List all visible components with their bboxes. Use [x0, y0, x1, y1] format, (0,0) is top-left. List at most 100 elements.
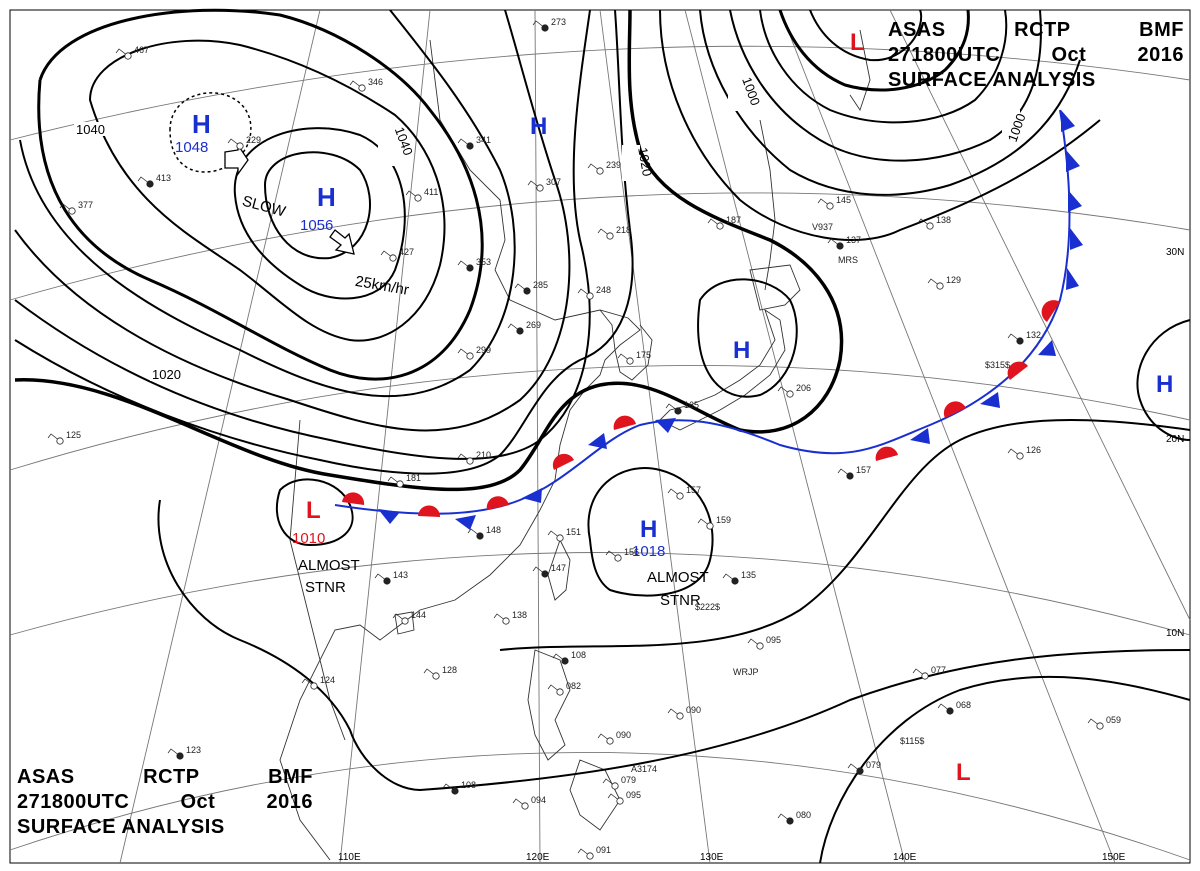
wind-barb-icon — [532, 20, 546, 29]
wind-barb-icon — [847, 763, 861, 772]
high-pressure-letter: H — [530, 113, 547, 140]
title-month: Oct — [1051, 44, 1087, 66]
station-code-label: A3174 — [631, 764, 657, 774]
station-code-label: MRS — [838, 255, 858, 265]
warm-bump — [418, 505, 441, 517]
wind-barb-icon — [667, 488, 681, 497]
warm-bump — [613, 415, 636, 430]
station-plot: 427 — [380, 247, 414, 262]
lon-label: 140E — [893, 852, 917, 863]
station-pressure-value: 138 — [936, 215, 951, 225]
station-circle-icon — [606, 232, 614, 240]
lat-line-40n — [9, 45, 1191, 141]
station-plot: 239 — [587, 160, 621, 175]
isobar-1052 — [263, 151, 371, 260]
wind-barb-icon — [59, 203, 73, 212]
station-pressure-value: 307 — [546, 177, 561, 187]
station-pressure-value: 143 — [393, 570, 408, 580]
station-plot: 285 — [514, 280, 548, 295]
wind-barb-icon — [532, 566, 546, 575]
wind-barb-icon — [597, 228, 611, 237]
station-circle-icon — [706, 522, 714, 530]
lat-line-30n — [9, 192, 1191, 301]
lat-line-20n — [9, 365, 1191, 471]
wind-barb-icon — [467, 528, 481, 537]
station-circle-icon — [614, 554, 622, 562]
station-code-label: WRJP — [733, 667, 759, 677]
graticule-labels: 30N 20N 10N 110E 120E 130E 140E 150E — [338, 247, 1184, 863]
wind-barb-icon — [937, 703, 951, 712]
isobar-1012-b — [819, 675, 1191, 864]
station-plot: 079 — [847, 760, 881, 775]
station-plot: 138 — [493, 610, 527, 625]
wind-barb-icon — [597, 733, 611, 742]
isobar-1012-east — [729, 9, 1042, 162]
wind-barb-icon — [917, 218, 931, 227]
station-pressure-value: 068 — [956, 700, 971, 710]
title-code: BMF — [1139, 19, 1184, 41]
station-pressure-value: 353 — [476, 257, 491, 267]
coastlines — [279, 29, 871, 861]
low-pressure-value: 1010 — [292, 530, 325, 547]
station-pressure-value: 095 — [766, 635, 781, 645]
wind-barb-icon — [507, 323, 521, 332]
station-circle-icon — [236, 142, 244, 150]
wind-barb-icon — [493, 613, 507, 622]
station-plot: 123 — [167, 745, 201, 760]
station-pressure-value: 079 — [866, 760, 881, 770]
cold-barb — [980, 392, 1000, 408]
station-plot: 175 — [617, 350, 651, 365]
station-pressure-value: 299 — [476, 345, 491, 355]
station-plot: 157 — [837, 465, 871, 480]
title-line-3: SURFACE ANALYSIS — [888, 68, 1184, 93]
station-code-label: $115$ — [900, 736, 924, 746]
lat-label: 30N — [1166, 247, 1184, 258]
station-plots: 273 467 377 413 229 346 341 411 427 353 307 239 285 2… — [47, 17, 1121, 860]
high-pressure-letter: H — [733, 337, 750, 364]
station-pressure-value: 079 — [621, 775, 636, 785]
station-pressure-value: 467 — [134, 45, 149, 55]
wind-barb-icon — [777, 813, 791, 822]
station-pressure-value: 181 — [406, 473, 421, 483]
wind-barb-icon — [1007, 333, 1021, 342]
station-pressure-value: 108 — [461, 780, 476, 790]
station-plot: 126 — [1007, 445, 1041, 460]
wind-barb-icon — [547, 684, 561, 693]
station-circle-icon — [310, 682, 318, 690]
title-month: Oct — [180, 791, 216, 813]
station-circle-icon — [606, 737, 614, 745]
station-circle-icon — [466, 457, 474, 465]
station-circle-icon — [616, 797, 624, 805]
station-circle-icon — [56, 437, 64, 445]
coast-sakhalin — [759, 119, 776, 291]
almost-stnr-label: ALMOST — [298, 557, 360, 574]
station-circle-icon — [1016, 337, 1024, 345]
title-code: BMF — [268, 766, 313, 788]
station-circle-icon — [786, 390, 794, 398]
coast-kamchatka — [849, 29, 871, 112]
isobar-1020-east — [659, 9, 1101, 241]
station-plot: 187 — [707, 215, 741, 230]
station-pressure-value: 128 — [442, 665, 457, 675]
station-circle-icon — [676, 712, 684, 720]
title-line-2: 271800UTC Oct 2016 — [17, 790, 313, 815]
station-pressure-value: 187 — [726, 215, 741, 225]
station-circle-icon — [383, 577, 391, 585]
wind-barb-icon — [665, 403, 679, 412]
high-pressure-value: 1056 — [300, 217, 333, 234]
station-pressure-value: 210 — [476, 450, 491, 460]
station-circle-icon — [836, 242, 844, 250]
high-pressure-letter: H — [317, 182, 336, 212]
station-circle-icon — [414, 194, 422, 202]
station-pressure-value: 123 — [186, 745, 201, 755]
station-circle-icon — [146, 180, 154, 188]
warm-front-bumps — [342, 300, 1060, 517]
station-plot: 229 — [227, 135, 261, 150]
wind-barb-icon — [587, 163, 601, 172]
station-plot: 413 — [137, 173, 171, 188]
station-plot: 151 — [547, 527, 581, 542]
station-circle-icon — [516, 327, 524, 335]
station-circle-icon — [596, 167, 604, 175]
